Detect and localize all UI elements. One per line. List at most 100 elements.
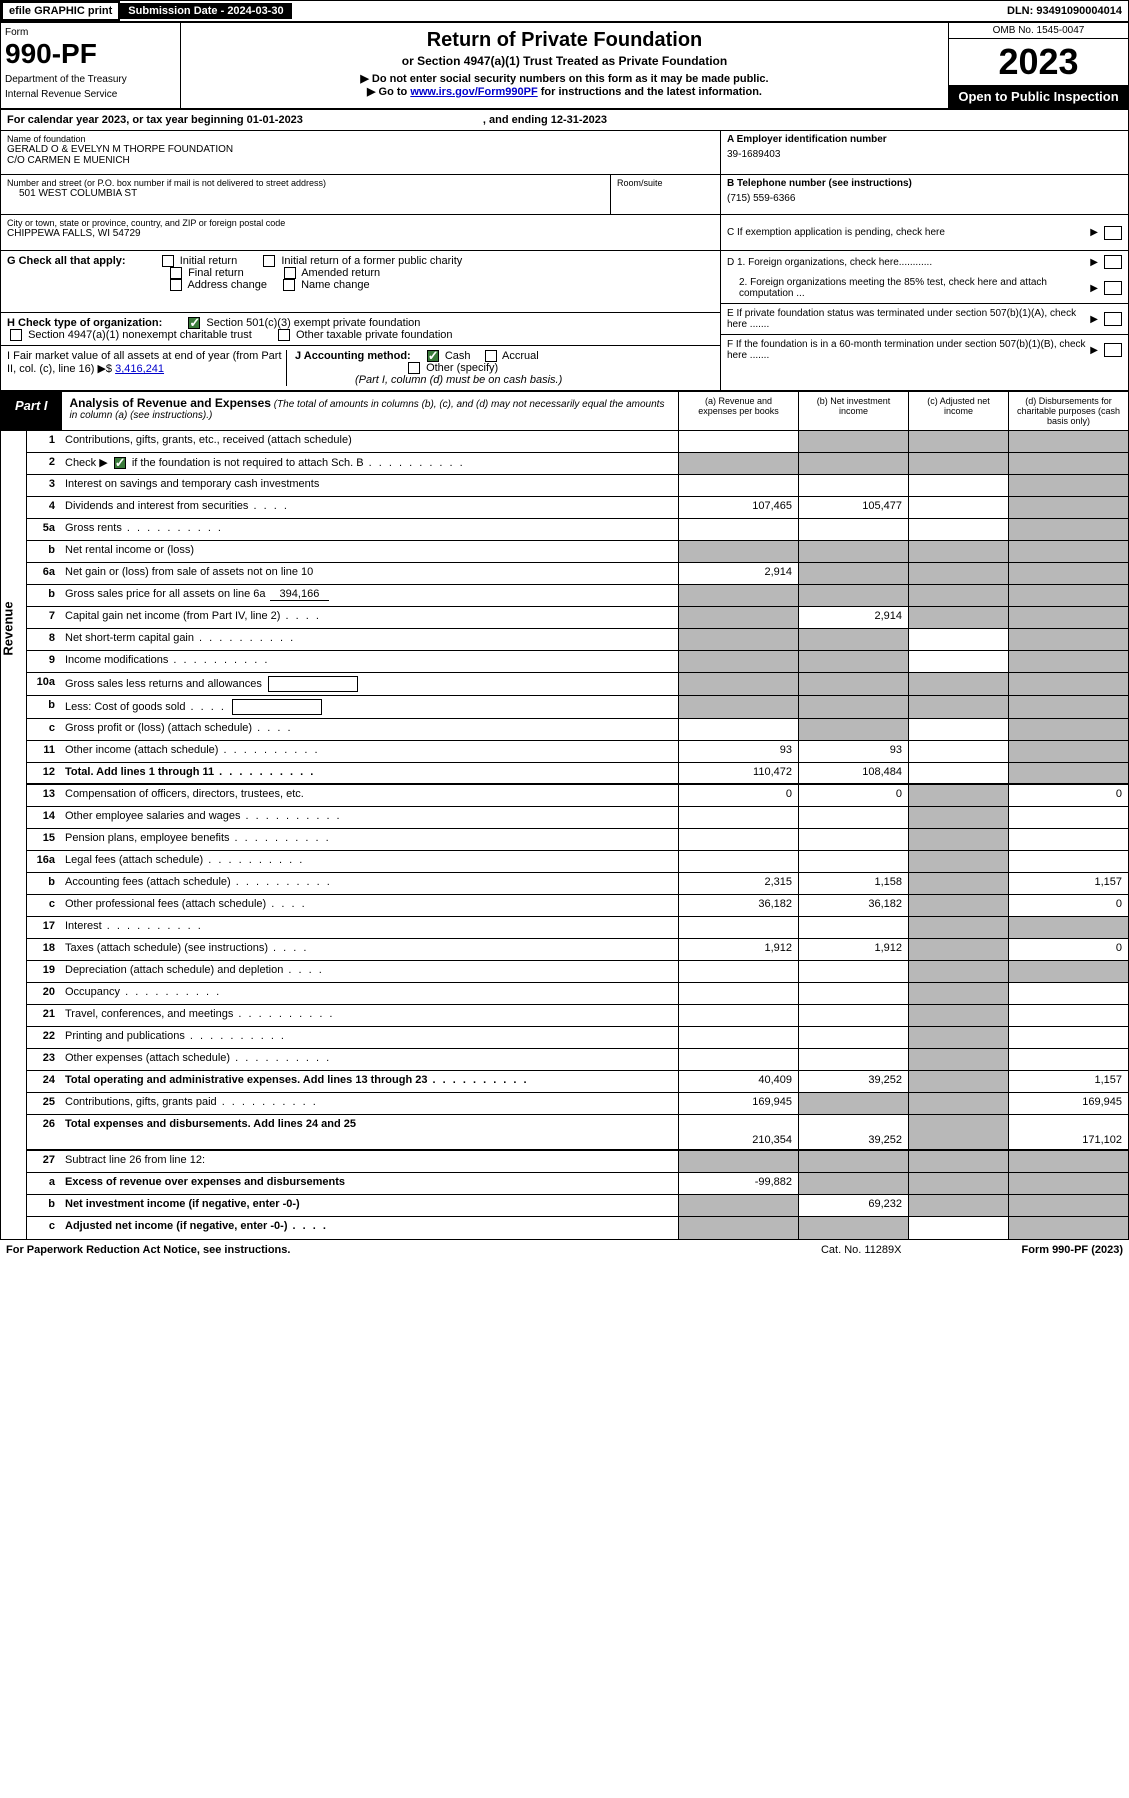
- l16b-d: 1,157: [1008, 873, 1128, 894]
- h-4947-label: Section 4947(a)(1) nonexempt charitable …: [28, 329, 252, 341]
- j-cash-checkbox[interactable]: [427, 350, 439, 362]
- h-4947-checkbox[interactable]: [10, 329, 22, 341]
- l18-b: 1,912: [798, 939, 908, 960]
- l25-a: 169,945: [678, 1093, 798, 1114]
- l14-desc: Other employee salaries and wages: [61, 807, 678, 828]
- g-final-checkbox[interactable]: [170, 267, 182, 279]
- l4-desc: Dividends and interest from securities: [61, 497, 678, 518]
- l5b-desc: Net rental income or (loss): [61, 541, 678, 562]
- line-21: 21Travel, conferences, and meetings: [27, 1005, 1128, 1027]
- part1-title: Analysis of Revenue and Expenses: [70, 396, 271, 410]
- col-d-header: (d) Disbursements for charitable purpose…: [1008, 392, 1128, 430]
- j-accrual-checkbox[interactable]: [485, 350, 497, 362]
- foundation-name-cell: Name of foundation GERALD O & EVELYN M T…: [1, 131, 721, 175]
- form-title: Return of Private Foundation: [187, 29, 942, 52]
- f-label: F If the foundation is in a 60-month ter…: [727, 339, 1090, 361]
- d2-checkbox[interactable]: [1104, 281, 1122, 295]
- phone-label: B Telephone number (see instructions): [727, 178, 1122, 189]
- check-sections: G Check all that apply: Initial return I…: [1, 251, 1128, 392]
- line-23: 23Other expenses (attach schedule): [27, 1049, 1128, 1071]
- e-label: E If private foundation status was termi…: [727, 308, 1090, 330]
- line-16c: cOther professional fees (attach schedul…: [27, 895, 1128, 917]
- section-j: J Accounting method: Cash Accrual Other …: [287, 350, 714, 386]
- line-3: 3Interest on savings and temporary cash …: [27, 475, 1128, 497]
- foundation-name-1: GERALD O & EVELYN M THORPE FOUNDATION: [7, 144, 714, 155]
- l27b-desc: Net investment income (if negative, ente…: [61, 1195, 678, 1216]
- catalog-number: Cat. No. 11289X: [821, 1244, 902, 1256]
- c-checkbox[interactable]: [1104, 226, 1122, 240]
- form-page: efile GRAPHIC print Submission Date - 20…: [0, 0, 1129, 1240]
- arrow-icon: ▶: [1090, 283, 1098, 294]
- column-headers: (a) Revenue and expenses per books (b) N…: [678, 392, 1128, 430]
- arrow-icon: ▶: [1090, 227, 1098, 238]
- e-checkbox[interactable]: [1104, 312, 1122, 326]
- l11-b: 93: [798, 741, 908, 762]
- l10b-input[interactable]: [232, 699, 322, 715]
- l17-desc: Interest: [61, 917, 678, 938]
- l27a-a: -99,882: [678, 1173, 798, 1194]
- l26-desc: Total expenses and disbursements. Add li…: [61, 1115, 678, 1149]
- g-address-label: Address change: [187, 279, 267, 291]
- g-initial-checkbox[interactable]: [162, 255, 174, 267]
- l8-desc: Net short-term capital gain: [61, 629, 678, 650]
- room-cell: Room/suite: [611, 175, 721, 215]
- line-10a: 10aGross sales less returns and allowanc…: [27, 673, 1128, 696]
- g-initial-public-checkbox[interactable]: [263, 255, 275, 267]
- g-address-checkbox[interactable]: [170, 279, 182, 291]
- l12-a: 110,472: [678, 763, 798, 783]
- dept-irs: Internal Revenue Service: [5, 89, 176, 100]
- part1-table: Revenue Operating and Administrative Exp…: [1, 431, 1128, 1239]
- form-label: Form: [5, 27, 176, 38]
- l11-a: 93: [678, 741, 798, 762]
- l18-a: 1,912: [678, 939, 798, 960]
- line-24: 24Total operating and administrative exp…: [27, 1071, 1128, 1093]
- j-other-checkbox[interactable]: [408, 362, 420, 374]
- g-amended-checkbox[interactable]: [284, 267, 296, 279]
- line-27a: aExcess of revenue over expenses and dis…: [27, 1173, 1128, 1195]
- d1-checkbox[interactable]: [1104, 255, 1122, 269]
- l25-d: 169,945: [1008, 1093, 1128, 1114]
- l22-desc: Printing and publications: [61, 1027, 678, 1048]
- line-6a: 6aNet gain or (loss) from sale of assets…: [27, 563, 1128, 585]
- line-11: 11Other income (attach schedule)9393: [27, 741, 1128, 763]
- h-other-label: Other taxable private foundation: [296, 329, 453, 341]
- h-other-checkbox[interactable]: [278, 329, 290, 341]
- h-501c3-label: Section 501(c)(3) exempt private foundat…: [206, 317, 420, 329]
- l19-desc: Depreciation (attach schedule) and deple…: [61, 961, 678, 982]
- l26-d: 171,102: [1008, 1115, 1128, 1149]
- city-value: CHIPPEWA FALLS, WI 54729: [7, 228, 714, 239]
- line-1: 1Contributions, gifts, grants, etc., rec…: [27, 431, 1128, 453]
- i-value[interactable]: 3,416,241: [115, 363, 164, 375]
- l16b-a: 2,315: [678, 873, 798, 894]
- l24-desc: Total operating and administrative expen…: [61, 1071, 678, 1092]
- line-10b: bLess: Cost of goods sold: [27, 696, 1128, 719]
- l2-checkbox[interactable]: [114, 457, 126, 469]
- line-20: 20Occupancy: [27, 983, 1128, 1005]
- line-7: 7Capital gain net income (from Part IV, …: [27, 607, 1128, 629]
- line-15: 15Pension plans, employee benefits: [27, 829, 1128, 851]
- omb-number: OMB No. 1545-0047: [949, 23, 1128, 39]
- l13-a: 0: [678, 785, 798, 806]
- name-label: Name of foundation: [7, 134, 714, 144]
- g-name-checkbox[interactable]: [283, 279, 295, 291]
- f-checkbox[interactable]: [1104, 343, 1122, 357]
- l10a-desc: Gross sales less returns and allowances: [61, 673, 678, 695]
- l10a-input[interactable]: [268, 676, 358, 692]
- l16c-a: 36,182: [678, 895, 798, 916]
- line-16b: bAccounting fees (attach schedule)2,3151…: [27, 873, 1128, 895]
- part1-tab: Part I: [1, 392, 62, 430]
- topbar: efile GRAPHIC print Submission Date - 20…: [1, 1, 1128, 23]
- line-13: 13Compensation of officers, directors, t…: [27, 785, 1128, 807]
- l10b-desc: Less: Cost of goods sold: [61, 696, 678, 718]
- l16b-desc: Accounting fees (attach schedule): [61, 873, 678, 894]
- l11-desc: Other income (attach schedule): [61, 741, 678, 762]
- paperwork-notice: For Paperwork Reduction Act Notice, see …: [6, 1244, 290, 1256]
- irs-link[interactable]: www.irs.gov/Form990PF: [410, 86, 537, 98]
- h-501c3-checkbox[interactable]: [188, 317, 200, 329]
- g-final-label: Final return: [188, 267, 244, 279]
- section-i: I Fair market value of all assets at end…: [7, 350, 287, 386]
- efile-button[interactable]: efile GRAPHIC print: [1, 1, 120, 21]
- form-header: Form 990-PF Department of the Treasury I…: [1, 23, 1128, 110]
- address-label: Number and street (or P.O. box number if…: [7, 178, 604, 188]
- room-label: Room/suite: [617, 178, 714, 188]
